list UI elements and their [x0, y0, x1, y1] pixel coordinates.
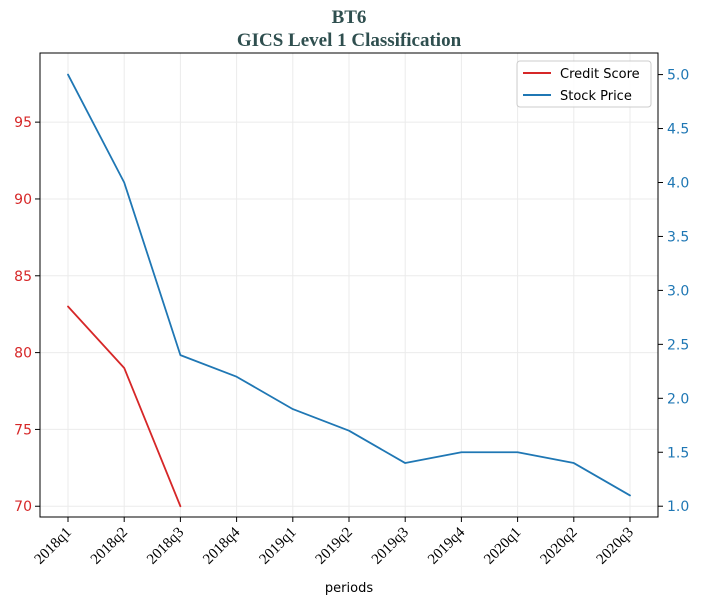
x-axis-label: periods: [325, 581, 373, 596]
series-line-credit-score: [67, 305, 182, 508]
x-tick-label: 2020q2: [537, 525, 580, 568]
right-tick-label: 1.5: [667, 445, 689, 461]
grid: [40, 53, 658, 517]
legend: Credit Score Stock Price: [516, 60, 652, 108]
series-line-stock-price: [67, 73, 631, 497]
right-tick-label: 4.0: [667, 175, 689, 191]
x-tick-label: 2020q3: [594, 525, 637, 568]
x-tick-label: 2020q1: [481, 525, 524, 568]
left-axis: 70 75 80 85 90 95: [14, 115, 40, 515]
right-tick-label: 2.0: [667, 391, 689, 407]
legend-label-stock-price: Stock Price: [560, 89, 632, 104]
left-tick-label: 75: [14, 422, 32, 438]
chart-subtitle: GICS Level 1 Classification: [237, 30, 462, 51]
chart-title: BT6: [332, 7, 367, 28]
left-tick-label: 90: [14, 192, 32, 208]
x-axis: 2018q1 2018q2 2018q3 2018q4 2019q1 2019q2 2019…: [32, 517, 637, 568]
x-tick-label: 2018q4: [200, 524, 243, 567]
right-tick-label: 4.5: [667, 122, 689, 138]
right-tick-label: 2.5: [667, 337, 689, 353]
x-tick-label: 2019q4: [425, 524, 468, 567]
x-tick-label: 2019q1: [256, 525, 299, 568]
x-tick-label: 2019q2: [313, 525, 356, 568]
right-tick-label: 3.5: [667, 229, 689, 245]
x-tick-label: 2018q2: [88, 525, 131, 568]
x-tick-label: 2018q3: [144, 525, 187, 568]
right-tick-label: 3.0: [667, 283, 689, 299]
left-tick-label: 70: [14, 499, 32, 515]
series-lines: [67, 73, 631, 508]
right-tick-label: 1.0: [667, 499, 689, 515]
left-tick-label: 95: [14, 115, 32, 131]
right-tick-label: 5.0: [667, 68, 689, 84]
legend-label-credit-score: Credit Score: [560, 67, 640, 82]
x-tick-label: 2019q3: [369, 525, 412, 568]
x-tick-label: 2018q1: [32, 525, 75, 568]
left-tick-label: 80: [14, 346, 32, 362]
right-axis: 1.0 1.5 2.0 2.5 3.0 3.5 4.0 4.5 5.0: [658, 68, 689, 515]
left-tick-label: 85: [14, 269, 32, 285]
